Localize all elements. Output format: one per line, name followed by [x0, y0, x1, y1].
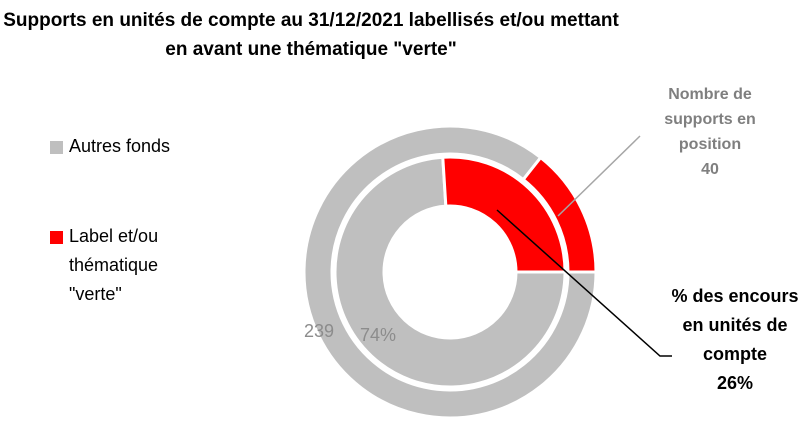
leader-line: [496, 209, 672, 357]
donut-segment: [333, 155, 567, 389]
legend-swatch: [50, 231, 63, 244]
annotation-value: 40: [701, 161, 719, 178]
annotation: % des encours en unités de compte 26%: [670, 282, 800, 398]
annotation-text: % des encours en unités de compte: [671, 286, 799, 364]
legend-item: Autres fonds: [50, 132, 230, 161]
annotation: Nombre de supports en position 40: [640, 82, 780, 182]
legend-item: Label et/ou thématique "verte": [50, 222, 210, 309]
leader-line: [557, 135, 641, 217]
annotation-value: 26%: [716, 373, 754, 393]
legend-swatch: [50, 141, 63, 154]
data-label: 239: [304, 321, 334, 341]
annotation-text: Nombre de supports en position: [664, 86, 756, 153]
donut-segment: [302, 124, 598, 420]
chart-title: Supports en unités de compte au 31/12/20…: [3, 10, 619, 60]
legend-label: Label et/ou thématique "verte": [69, 226, 159, 304]
data-label: 74%: [360, 325, 396, 345]
legend-label: Autres fonds: [69, 136, 171, 156]
